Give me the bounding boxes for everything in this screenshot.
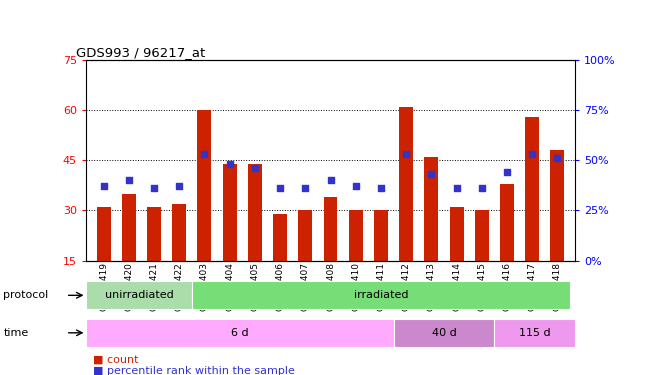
Bar (424, 157, 438, 261)
Text: ■ percentile rank within the sample: ■ percentile rank within the sample (93, 366, 294, 375)
Point (250, 165, 260, 171)
Text: protocol: protocol (3, 290, 48, 300)
Point (174, 183, 184, 189)
Bar (173, 204, 186, 261)
Point (552, 155, 563, 161)
Bar (273, 214, 287, 261)
Text: time: time (3, 328, 28, 338)
Text: 115 d: 115 d (519, 328, 551, 338)
Bar (374, 210, 388, 261)
Bar (349, 210, 363, 261)
Point (124, 177, 134, 183)
Text: 40 d: 40 d (432, 328, 456, 338)
Bar (551, 150, 564, 261)
Bar (223, 164, 237, 261)
Point (477, 185, 487, 191)
Bar (475, 210, 488, 261)
Point (426, 171, 437, 177)
Point (275, 185, 286, 191)
Bar (86, 319, 393, 347)
Bar (298, 210, 312, 261)
Point (527, 151, 537, 157)
Bar (494, 319, 575, 347)
Bar (192, 281, 570, 309)
Text: unirradiated: unirradiated (104, 290, 173, 300)
Point (224, 161, 235, 167)
Point (149, 185, 159, 191)
Bar (122, 194, 136, 261)
Text: irradiated: irradiated (354, 290, 408, 300)
Bar (525, 117, 539, 261)
Point (502, 170, 512, 176)
Text: GDS993 / 96217_at: GDS993 / 96217_at (76, 46, 206, 59)
Point (98, 183, 109, 189)
Bar (324, 197, 337, 261)
Point (350, 183, 361, 189)
Point (300, 185, 311, 191)
Point (199, 151, 210, 157)
Bar (449, 207, 463, 261)
Bar (399, 107, 413, 261)
Bar (500, 184, 514, 261)
Point (451, 185, 462, 191)
Point (401, 151, 411, 157)
Bar (86, 281, 192, 309)
Bar (248, 164, 262, 261)
Text: 6 d: 6 d (231, 328, 249, 338)
Point (375, 185, 386, 191)
Bar (198, 110, 212, 261)
Text: ■ count: ■ count (93, 354, 138, 364)
Point (325, 177, 336, 183)
Bar (147, 207, 161, 261)
Bar (393, 319, 494, 347)
Bar (97, 207, 110, 261)
